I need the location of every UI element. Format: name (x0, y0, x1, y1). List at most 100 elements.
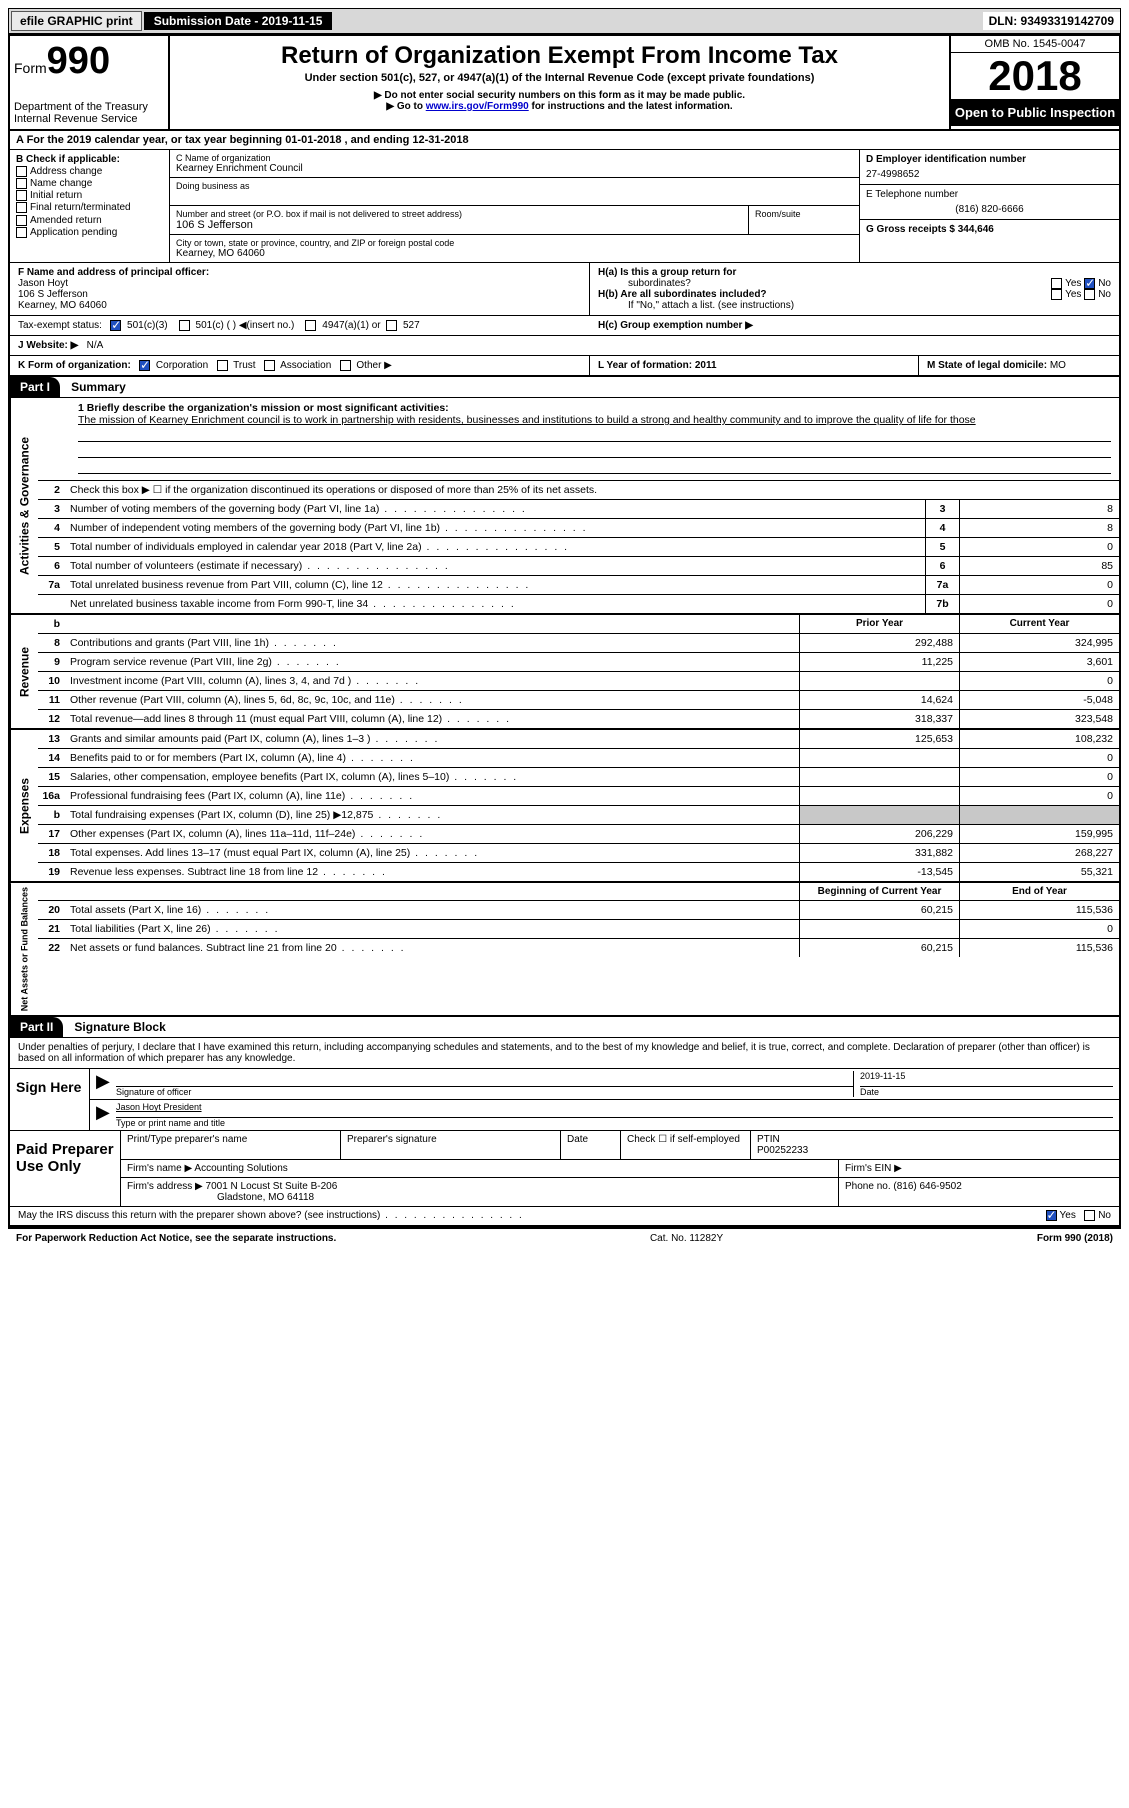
col-c-org-info: C Name of organization Kearney Enrichmen… (170, 150, 859, 262)
hb-label: H(b) Are all subordinates included? (598, 289, 1051, 300)
phone-value: (816) 820-6666 (866, 204, 1113, 215)
hb-no: No (1098, 289, 1111, 300)
prep-date-hdr: Date (561, 1131, 621, 1159)
mission-text: The mission of Kearney Enrichment counci… (78, 414, 976, 426)
chk-final-return[interactable]: Final return/terminated (16, 202, 163, 213)
current-year-amt: 108,232 (959, 730, 1119, 748)
activities-governance-section: Activities & Governance 1 Briefly descri… (10, 398, 1119, 615)
opt-corp: Corporation (156, 360, 208, 371)
chk-501c3[interactable] (110, 320, 121, 331)
sig-name-label: Type or print name and title (116, 1118, 1113, 1128)
chk-527[interactable] (386, 320, 397, 331)
sign-here-label: Sign Here (10, 1069, 90, 1130)
form990-link[interactable]: www.irs.gov/Form990 (426, 101, 529, 112)
chk-amended-return[interactable]: Amended return (16, 215, 163, 226)
part1-tag: Part I (10, 377, 60, 397)
org-city: Kearney, MO 64060 (176, 248, 853, 259)
ssn-note: ▶ Do not enter social security numbers o… (178, 90, 941, 101)
opt-501c: 501(c) ( ) ◀(insert no.) (196, 320, 295, 331)
sig-date-value: 2019-11-15 (860, 1071, 1113, 1087)
line-num: 16a (38, 787, 66, 805)
ha-no: No (1098, 278, 1111, 289)
chk-address-change[interactable]: Address change (16, 166, 163, 177)
chk-initial-return[interactable]: Initial return (16, 190, 163, 201)
line-num: 7a (38, 576, 66, 594)
side-label-net-assets: Net Assets or Fund Balances (10, 883, 38, 1015)
line-num: 8 (38, 634, 66, 652)
website-row: J Website: ▶ N/A (10, 336, 1119, 356)
line-ref: 3 (925, 500, 959, 518)
chk-trust[interactable] (217, 360, 228, 371)
mission-label: 1 Briefly describe the organization's mi… (78, 402, 449, 414)
k-label: K Form of organization: (18, 360, 131, 371)
form-header: Form990 Department of the Treasury Inter… (10, 36, 1119, 131)
line-num: 19 (38, 863, 66, 881)
chk-application-pending[interactable]: Application pending (16, 227, 163, 238)
ha-no-chk[interactable] (1084, 278, 1095, 289)
prior-year-amt (799, 768, 959, 786)
m-domicile-val: MO (1050, 360, 1066, 371)
section-bcd: B Check if applicable: Address change Na… (10, 150, 1119, 263)
line-value: 0 (959, 538, 1119, 556)
part1-title: Summary (63, 380, 126, 394)
net-assets-section: Net Assets or Fund Balances Beginning of… (10, 883, 1119, 1017)
ha-yes-chk[interactable] (1051, 278, 1062, 289)
prep-name-hdr: Print/Type preparer's name (121, 1131, 341, 1159)
tax-status-row: Tax-exempt status: 501(c)(3) 501(c) ( ) … (10, 316, 1119, 336)
prior-year-amt (799, 806, 959, 824)
prior-year-amt: 318,337 (799, 710, 959, 728)
line-num: 5 (38, 538, 66, 556)
line-desc: Investment income (Part VIII, column (A)… (66, 672, 799, 690)
header-mid: Return of Organization Exempt From Incom… (170, 36, 949, 129)
line-ref: 5 (925, 538, 959, 556)
prior-year-amt: 60,215 (799, 939, 959, 957)
line-desc: Number of voting members of the governin… (66, 500, 925, 518)
part1-header: Part I Summary (10, 377, 1119, 398)
line-desc: Total number of volunteers (estimate if … (66, 557, 925, 575)
may-discuss-text: May the IRS discuss this return with the… (18, 1210, 380, 1221)
current-year-amt: 115,536 (959, 939, 1119, 957)
city-label: City or town, state or province, country… (176, 238, 853, 248)
mission-block: 1 Briefly describe the organization's mi… (38, 398, 1119, 481)
line-desc: Professional fundraising fees (Part IX, … (66, 787, 799, 805)
dln-label: DLN: 93493319142709 (983, 12, 1120, 30)
line-num: 11 (38, 691, 66, 709)
chk-corp[interactable] (139, 360, 150, 371)
prior-year-hdr: Prior Year (799, 615, 959, 633)
discuss-yes-chk[interactable] (1046, 1210, 1057, 1221)
expenses-section: Expenses 13 Grants and similar amounts p… (10, 730, 1119, 883)
discuss-no-chk[interactable] (1084, 1210, 1095, 1221)
firm-addr-label: Firm's address ▶ (127, 1181, 203, 1192)
form-number: 990 (47, 40, 110, 82)
header-left: Form990 Department of the Treasury Inter… (10, 36, 170, 129)
current-year-amt: 0 (959, 920, 1119, 938)
firm-name: Accounting Solutions (194, 1163, 287, 1174)
hb-yes-chk[interactable] (1051, 289, 1062, 300)
sig-name-value: Jason Hoyt President (116, 1102, 1113, 1118)
chk-other[interactable] (340, 360, 351, 371)
line-num: 4 (38, 519, 66, 537)
officer-addr1: 106 S Jefferson (18, 289, 581, 300)
prior-year-amt (799, 749, 959, 767)
line-value: 8 (959, 519, 1119, 537)
m-domicile-label: M State of legal domicile: (927, 360, 1047, 371)
line-num: 3 (38, 500, 66, 518)
revenue-section: Revenue b Prior Year Current Year 8 Cont… (10, 615, 1119, 730)
chk-name-change[interactable]: Name change (16, 178, 163, 189)
side-label-governance: Activities & Governance (10, 398, 38, 613)
table-row: 6 Total number of volunteers (estimate i… (38, 557, 1119, 576)
ha-label: H(a) Is this a group return for (598, 267, 736, 278)
efile-print-button[interactable]: efile GRAPHIC print (11, 11, 142, 31)
table-row: 4 Number of independent voting members o… (38, 519, 1119, 538)
line-desc: Total liabilities (Part X, line 26) (66, 920, 799, 938)
chk-assoc[interactable] (264, 360, 275, 371)
line-desc: Program service revenue (Part VIII, line… (66, 653, 799, 671)
hb-no-chk[interactable] (1084, 289, 1095, 300)
footer-cat-no: Cat. No. 11282Y (336, 1233, 1037, 1244)
line-2-desc: Check this box ▶ ☐ if the organization d… (66, 481, 1119, 499)
footer-form-ref: Form 990 (2018) (1037, 1233, 1113, 1244)
chk-4947[interactable] (305, 320, 316, 331)
chk-501c[interactable] (179, 320, 190, 331)
line-num: 14 (38, 749, 66, 767)
opt-trust: Trust (233, 360, 255, 371)
